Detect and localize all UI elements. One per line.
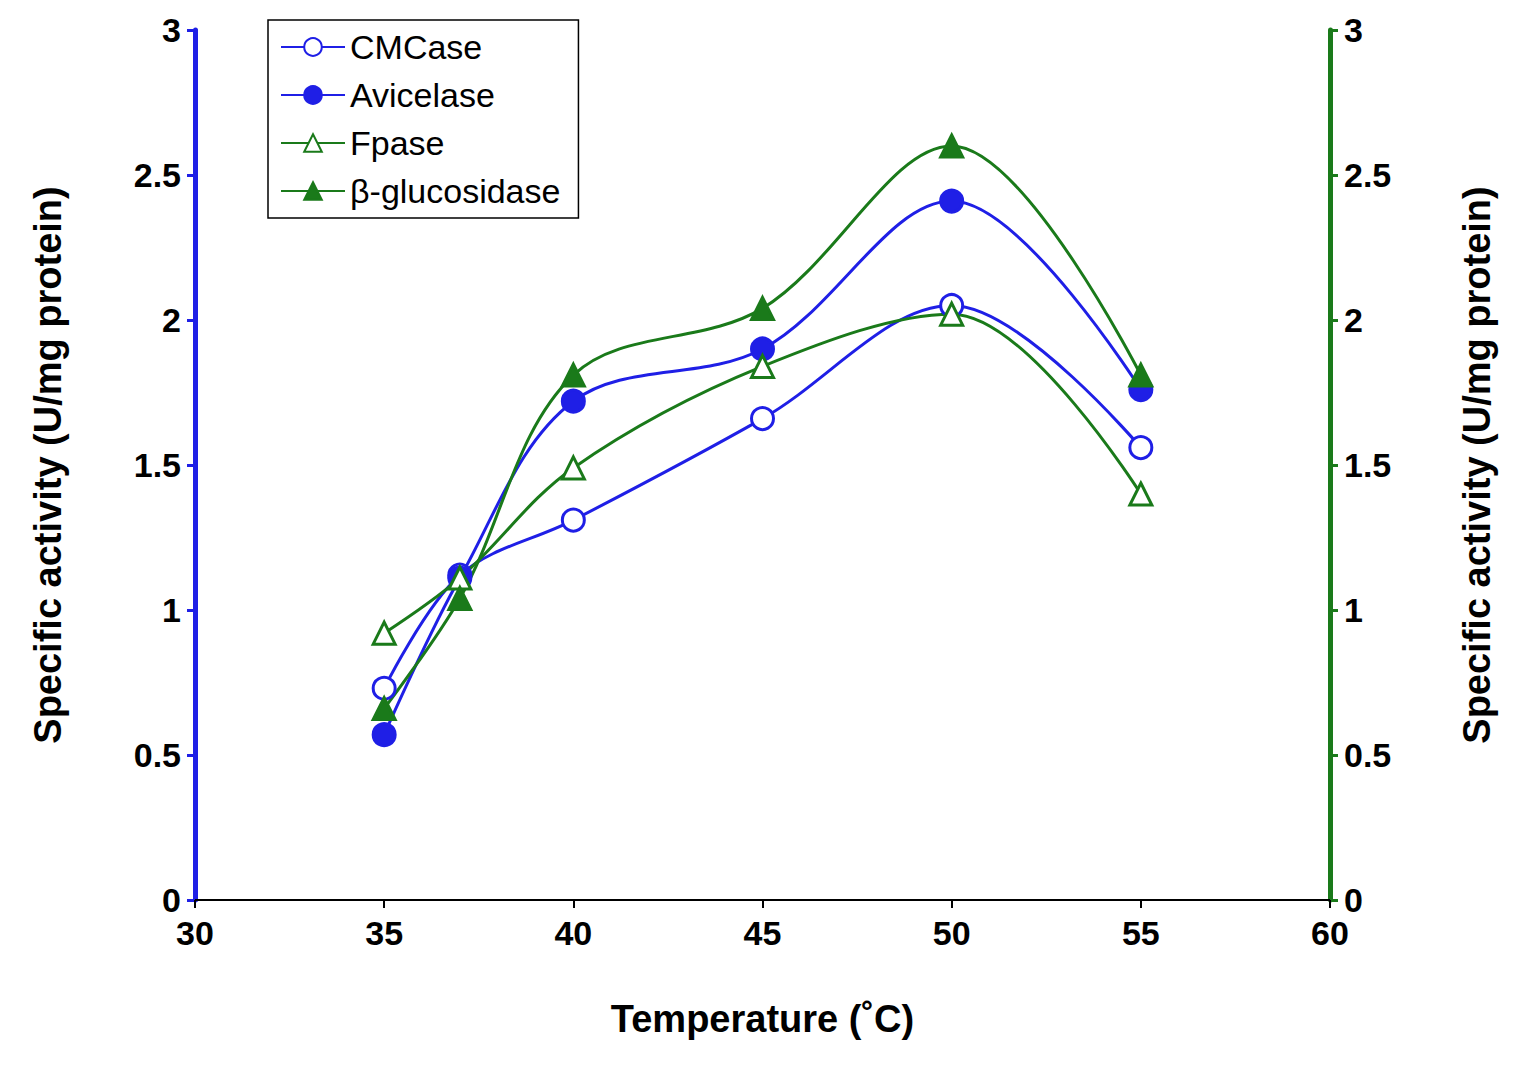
svg-text:1.5: 1.5 bbox=[1344, 446, 1391, 484]
svg-text:50: 50 bbox=[933, 914, 971, 952]
svg-text:0.5: 0.5 bbox=[134, 736, 181, 774]
svg-text:Avicelase: Avicelase bbox=[350, 76, 495, 114]
svg-text:Temperature (˚C): Temperature (˚C) bbox=[611, 998, 914, 1040]
svg-text:Fpase: Fpase bbox=[350, 124, 445, 162]
svg-text:Specific activity (U/mg protei: Specific activity (U/mg protein) bbox=[1456, 186, 1498, 743]
svg-text:45: 45 bbox=[744, 914, 782, 952]
svg-text:3: 3 bbox=[162, 11, 181, 49]
svg-text:1.5: 1.5 bbox=[134, 446, 181, 484]
svg-text:0: 0 bbox=[162, 881, 181, 919]
svg-text:Specific activity (U/mg protei: Specific activity (U/mg protein) bbox=[27, 186, 69, 743]
svg-text:35: 35 bbox=[365, 914, 403, 952]
svg-text:β-glucosidase: β-glucosidase bbox=[350, 172, 560, 210]
svg-text:2.5: 2.5 bbox=[134, 156, 181, 194]
svg-text:3: 3 bbox=[1344, 11, 1363, 49]
svg-text:2: 2 bbox=[162, 301, 181, 339]
svg-text:0: 0 bbox=[1344, 881, 1363, 919]
svg-text:1: 1 bbox=[1344, 591, 1363, 629]
svg-text:2.5: 2.5 bbox=[1344, 156, 1391, 194]
svg-text:1: 1 bbox=[162, 591, 181, 629]
svg-text:2: 2 bbox=[1344, 301, 1363, 339]
svg-text:60: 60 bbox=[1311, 914, 1349, 952]
svg-text:40: 40 bbox=[554, 914, 592, 952]
svg-text:55: 55 bbox=[1122, 914, 1160, 952]
svg-text:30: 30 bbox=[176, 914, 214, 952]
svg-text:CMCase: CMCase bbox=[350, 28, 482, 66]
svg-text:0.5: 0.5 bbox=[1344, 736, 1391, 774]
